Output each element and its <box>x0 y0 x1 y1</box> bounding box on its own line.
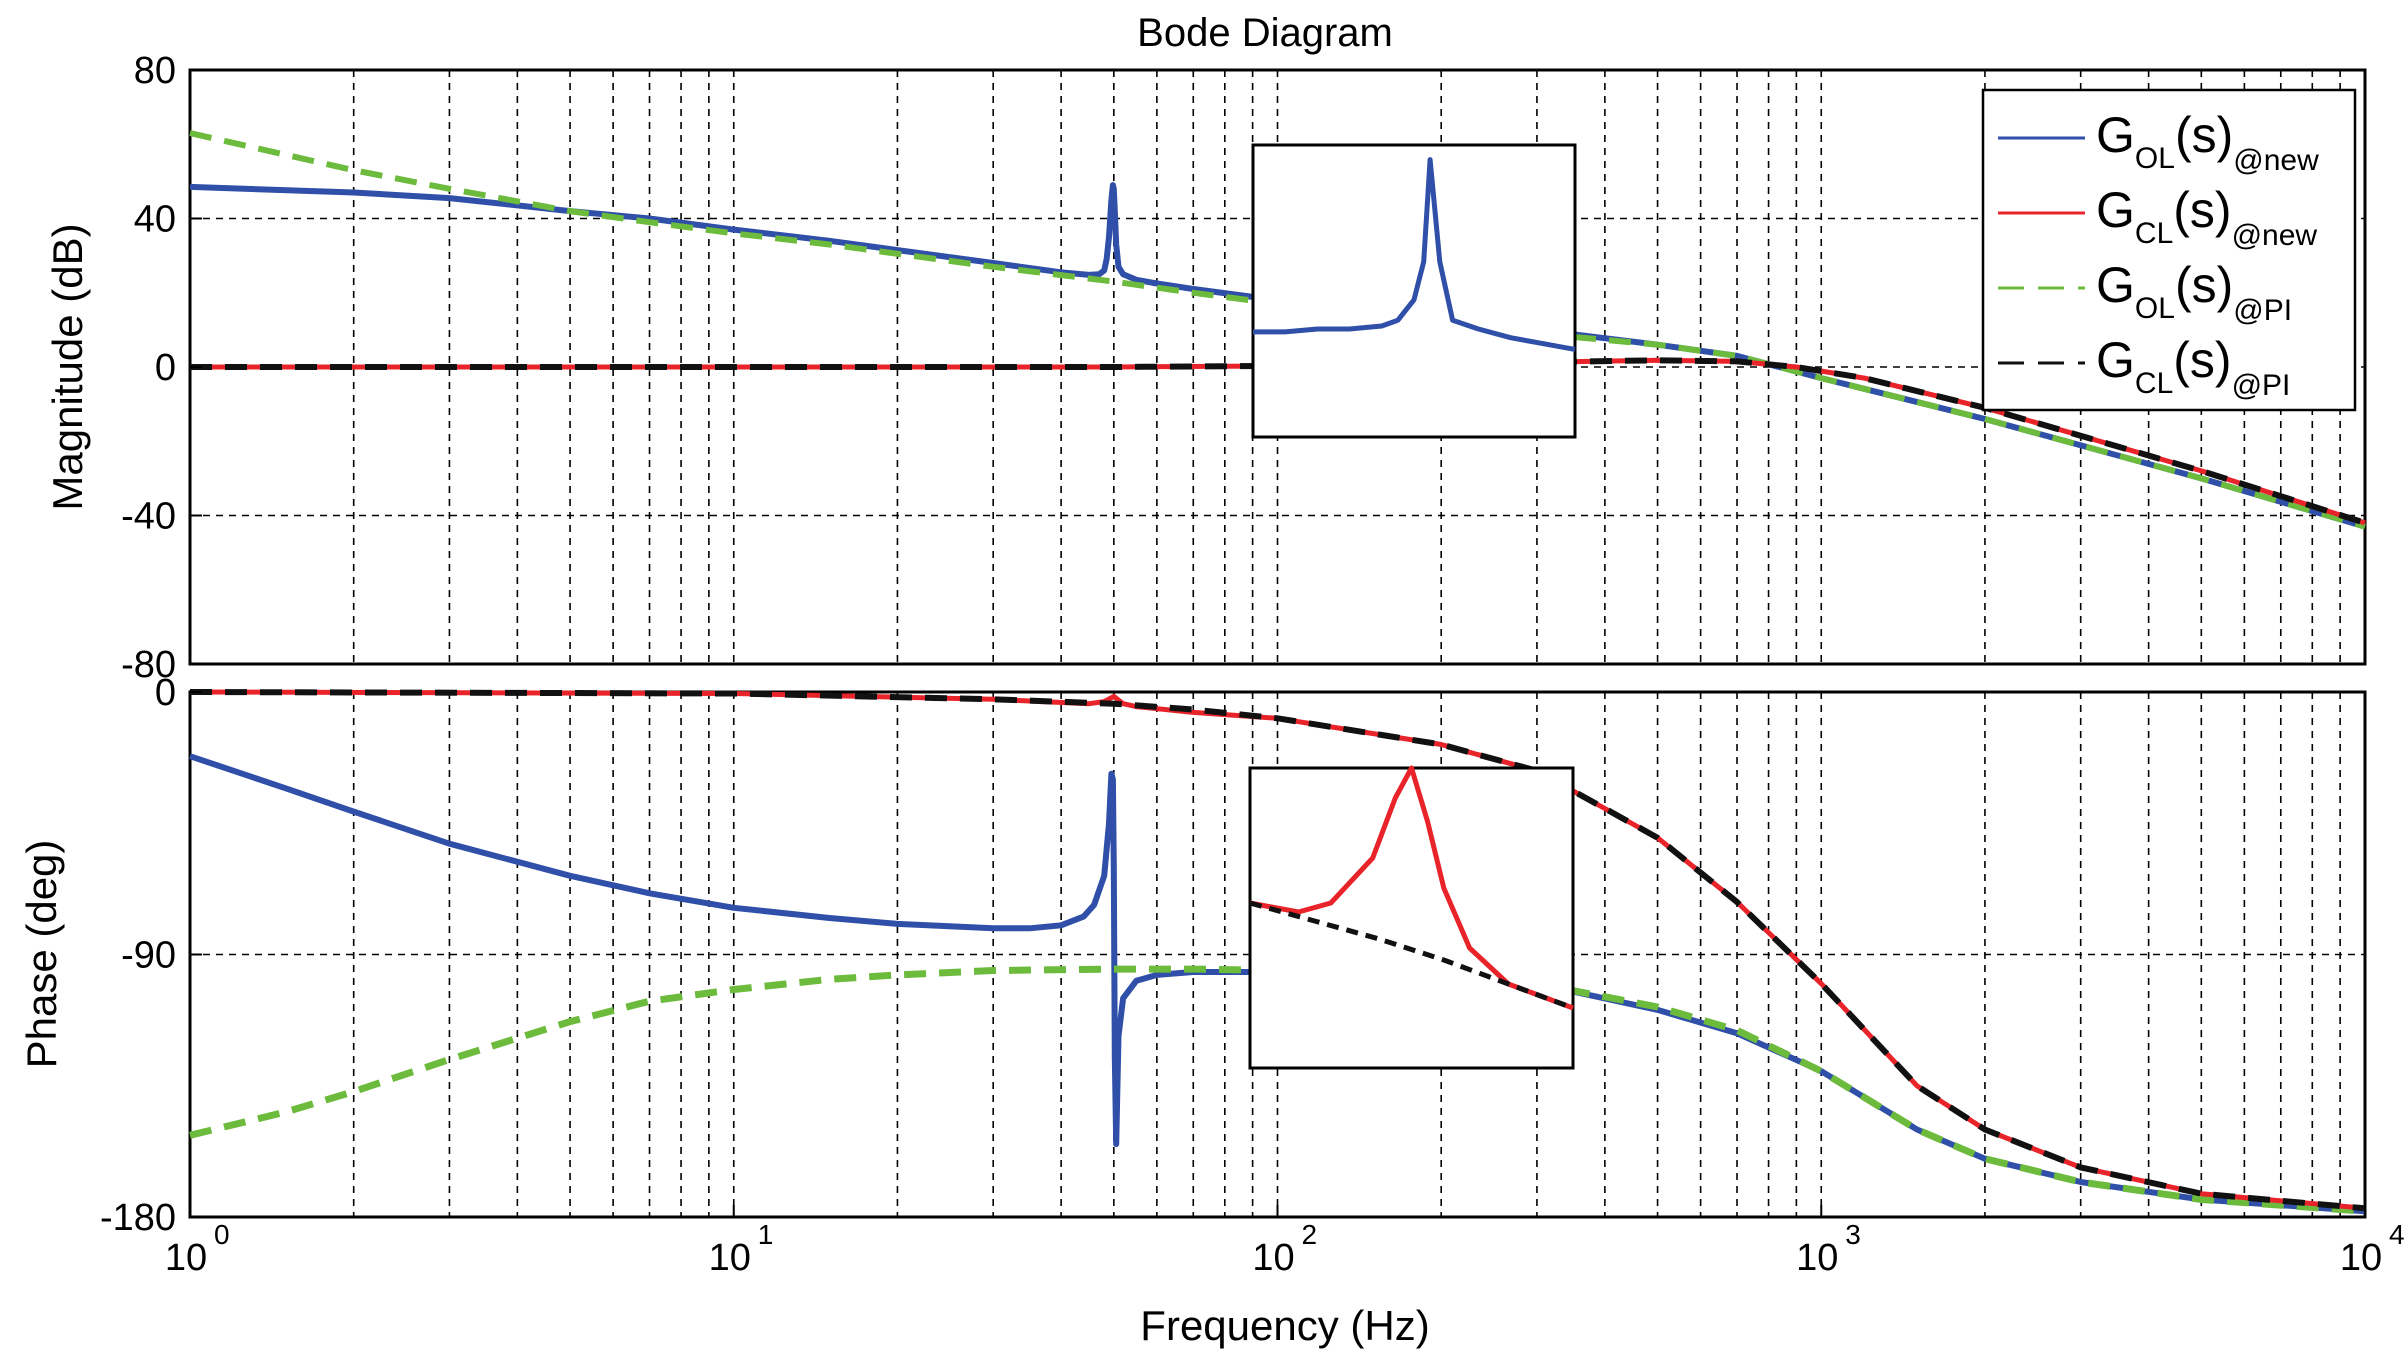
y-tick-label: 0 <box>155 347 176 389</box>
y-tick-label: 0 <box>155 672 176 714</box>
y-tick-label: 40 <box>134 199 176 241</box>
phase-inset <box>1248 765 1575 1070</box>
x-axis-label: Frequency (Hz) <box>1140 1302 1429 1349</box>
phase-yticks: 0 -90 -180 <box>100 672 202 1239</box>
series-line-GOL(s)@PI <box>189 965 2366 1215</box>
series-line-GOL(s)@PI <box>189 130 2366 530</box>
x-tick-exponent: 0 <box>214 1219 230 1250</box>
magnitude-yticks: 80 40 0 -40 -80 <box>121 50 202 686</box>
phase-inset-frame <box>1248 766 1575 1070</box>
legend-label-gcl_new: GCL(s)@new <box>2096 182 2317 252</box>
x-tick-exponent: 3 <box>1845 1219 1861 1250</box>
series-line-GCL(s)@PI <box>190 357 2366 526</box>
x-tick-exponent: 2 <box>1302 1219 1318 1250</box>
legend-box <box>1981 88 2357 412</box>
legend-label-gol_new: GOL(s)@new <box>2096 107 2319 177</box>
y-tick-label: 80 <box>134 50 176 92</box>
magnitude-series <box>189 130 2366 530</box>
y-tick-label: -90 <box>121 935 176 977</box>
x-tick-label: 10 <box>2340 1237 2382 1279</box>
phase-panel: 0 -90 -180 Phase (deg) <box>18 672 2367 1239</box>
magnitude-inset <box>1251 143 1577 439</box>
phase-ylabel: Phase (deg) <box>18 840 65 1069</box>
x-tick-label: 10 <box>1796 1237 1838 1279</box>
y-tick-label: -180 <box>100 1197 176 1239</box>
legend-label-gcl_pi: GCL(s)@PI <box>2096 332 2290 402</box>
magnitude-inset-series <box>1253 157 1576 352</box>
inset-series-line <box>1249 765 1574 1011</box>
y-tick-label: -80 <box>121 644 176 686</box>
phase-inset-series <box>1249 765 1574 1011</box>
legend-label-gol_pi: GOL(s)@PI <box>2096 257 2292 327</box>
x-tick-label: 10 <box>165 1237 207 1279</box>
x-tick-exponent: 1 <box>758 1219 774 1250</box>
inset-series-line <box>1249 900 1574 1011</box>
phase-series <box>189 689 2366 1215</box>
inset-series-line <box>1253 157 1576 352</box>
x-tick-label: 10 <box>709 1237 751 1279</box>
x-tick-label: 10 <box>1252 1237 1294 1279</box>
y-tick-label: -40 <box>121 496 176 538</box>
chart-title: Bode Diagram <box>1137 11 1393 55</box>
magnitude-ylabel: Magnitude (dB) <box>44 223 91 510</box>
x-tick-exponent: 4 <box>2389 1219 2405 1250</box>
